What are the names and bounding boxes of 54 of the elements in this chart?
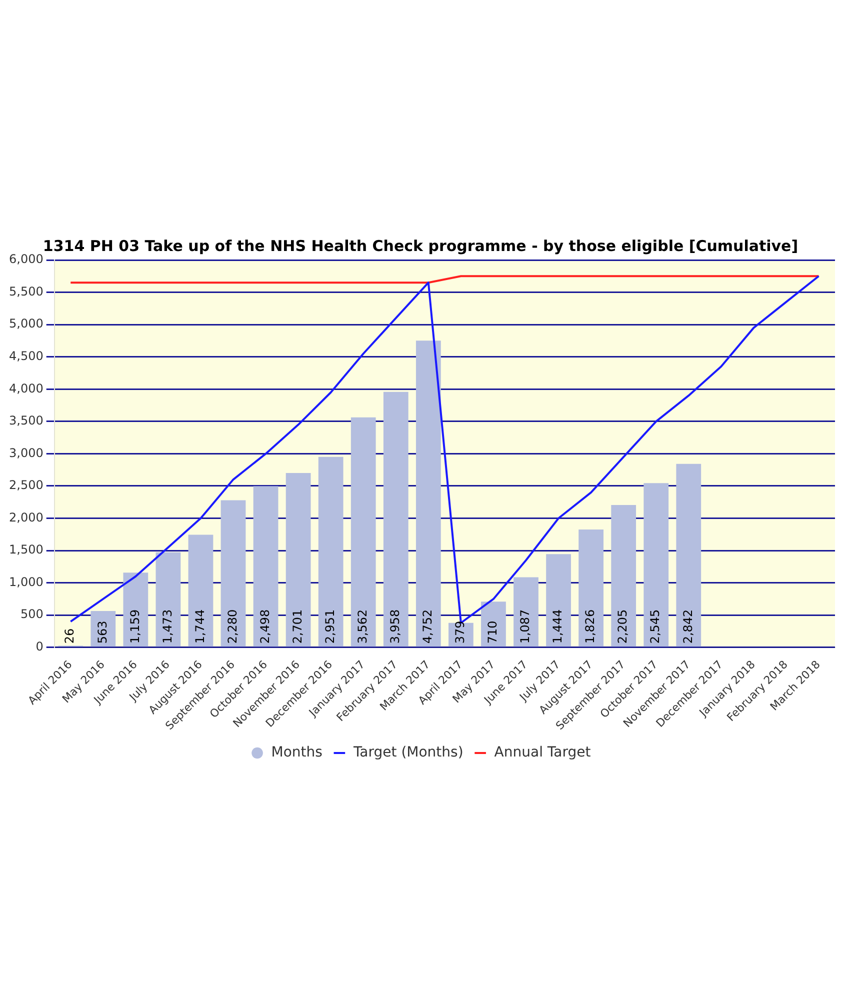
y-tick-label: 2,500 [8, 478, 44, 492]
bar [578, 530, 604, 647]
data-label: 2,205 [616, 609, 630, 644]
bar [514, 577, 538, 647]
bar [156, 552, 181, 647]
y-tick-label: 4,000 [8, 381, 44, 396]
bar [123, 572, 148, 647]
data-label: 2,842 [680, 609, 695, 644]
y-tick-label: 1,000 [8, 574, 44, 589]
y-tick-label: 4,500 [8, 348, 44, 363]
bar [546, 554, 571, 647]
bar [220, 500, 246, 647]
y-tick-label: 500 [20, 607, 44, 622]
bar [676, 464, 702, 647]
data-label: 2,545 [648, 609, 662, 644]
y-tick-label: 1,500 [8, 542, 44, 557]
data-label: 26 [62, 628, 77, 644]
y-tick-label: 0 [36, 640, 44, 654]
data-label: 1,444 [550, 609, 565, 644]
bar [383, 392, 408, 647]
bar [416, 340, 441, 647]
bar [611, 505, 636, 647]
data-label: 1,744 [192, 609, 207, 644]
bar [481, 602, 506, 647]
bar [644, 483, 669, 647]
y-tick-label: 5,500 [8, 284, 44, 298]
data-label: 1,087 [518, 609, 532, 644]
legend-label: Annual Target [494, 744, 592, 761]
bar [286, 473, 311, 647]
y-tick-label: 5,000 [8, 316, 44, 331]
data-label: 2,701 [290, 609, 304, 644]
data-label: 563 [95, 620, 110, 644]
chart-title: 1314 PH 03 Take up of the NHS Health Check programme - by those eligible [Cumulative] [42, 236, 798, 255]
y-tick-label: 2,000 [8, 510, 44, 524]
data-label: 3,958 [388, 609, 402, 644]
data-label: 4,752 [420, 609, 435, 644]
legend-label: Months [271, 744, 322, 761]
data-label: 3,562 [355, 609, 370, 644]
bar [350, 417, 376, 647]
data-label: 379 [453, 620, 468, 644]
data-label: 1,473 [160, 609, 174, 644]
data-label: 2,498 [258, 609, 272, 644]
data-label: 2,951 [322, 609, 337, 644]
y-tick-label: 6,000 [8, 252, 44, 266]
data-label: 1,159 [128, 609, 142, 644]
data-label: 2,280 [225, 609, 240, 644]
bar [188, 534, 214, 647]
data-label: 1,826 [583, 609, 598, 644]
bar [253, 486, 278, 647]
data-label: 710 [486, 620, 500, 644]
bar [318, 456, 344, 647]
legend-label: Target (Months) [352, 744, 464, 761]
y-tick-label: 3,500 [8, 414, 44, 428]
y-tick-label: 3,000 [8, 446, 44, 460]
